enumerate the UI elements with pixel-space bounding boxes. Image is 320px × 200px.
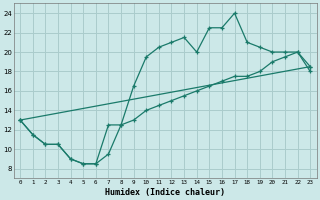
- X-axis label: Humidex (Indice chaleur): Humidex (Indice chaleur): [105, 188, 225, 197]
